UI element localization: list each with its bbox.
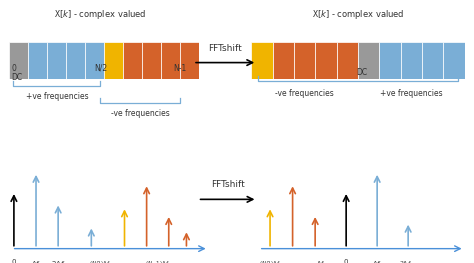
Bar: [104, 42, 123, 79]
Bar: [294, 42, 315, 79]
Bar: [315, 42, 337, 79]
Bar: [142, 42, 161, 79]
Text: +ve frequencies: +ve frequencies: [26, 92, 88, 101]
Bar: [251, 42, 273, 79]
Text: $\cdots$: $\cdots$: [74, 259, 82, 263]
Text: 0: 0: [344, 259, 348, 263]
Bar: [85, 42, 104, 79]
Bar: [28, 42, 47, 79]
Bar: [358, 42, 379, 79]
Text: $(N{-}1)\Delta f$: $(N{-}1)\Delta f$: [145, 259, 170, 263]
Bar: [161, 42, 180, 79]
Text: $\cdots$: $\cdots$: [120, 259, 128, 263]
Text: $\mathtt{X}[k]$ - complex valued: $\mathtt{X}[k]$ - complex valued: [54, 8, 147, 21]
Text: $(N/2)\Delta f$: $(N/2)\Delta f$: [89, 259, 111, 263]
Text: -ve frequencies: -ve frequencies: [275, 89, 334, 98]
Bar: [47, 42, 66, 79]
Bar: [273, 42, 294, 79]
Text: DC: DC: [11, 73, 22, 82]
Bar: [443, 42, 465, 79]
Text: 0: 0: [12, 259, 16, 263]
Text: $-\Delta f$: $-\Delta f$: [311, 259, 325, 263]
Text: $\Delta f$: $\Delta f$: [372, 259, 382, 263]
Text: $2\Delta f$: $2\Delta f$: [51, 259, 65, 263]
Text: +ve frequencies: +ve frequencies: [380, 89, 443, 98]
Text: $\cdots$: $\cdots$: [292, 259, 300, 263]
Text: DC: DC: [356, 68, 368, 77]
Text: N/2: N/2: [94, 64, 107, 73]
Bar: [379, 42, 401, 79]
Text: 0: 0: [11, 64, 16, 73]
Text: $(N/2)\Delta f$: $(N/2)\Delta f$: [259, 259, 281, 263]
Text: FFTshift: FFTshift: [210, 180, 245, 189]
Bar: [401, 42, 422, 79]
Bar: [66, 42, 85, 79]
Text: N-1: N-1: [173, 64, 187, 73]
Bar: [9, 42, 28, 79]
Text: FFTshift: FFTshift: [208, 44, 242, 53]
Text: $2\Delta f\cdots$: $2\Delta f\cdots$: [399, 259, 417, 263]
Bar: [422, 42, 443, 79]
Bar: [337, 42, 358, 79]
Text: $\mathtt{X}[k]$ - complex valued: $\mathtt{X}[k]$ - complex valued: [311, 8, 404, 21]
Text: -ve frequencies: -ve frequencies: [111, 109, 170, 118]
Text: $\Delta f$: $\Delta f$: [31, 259, 41, 263]
Bar: [180, 42, 199, 79]
Bar: [123, 42, 142, 79]
